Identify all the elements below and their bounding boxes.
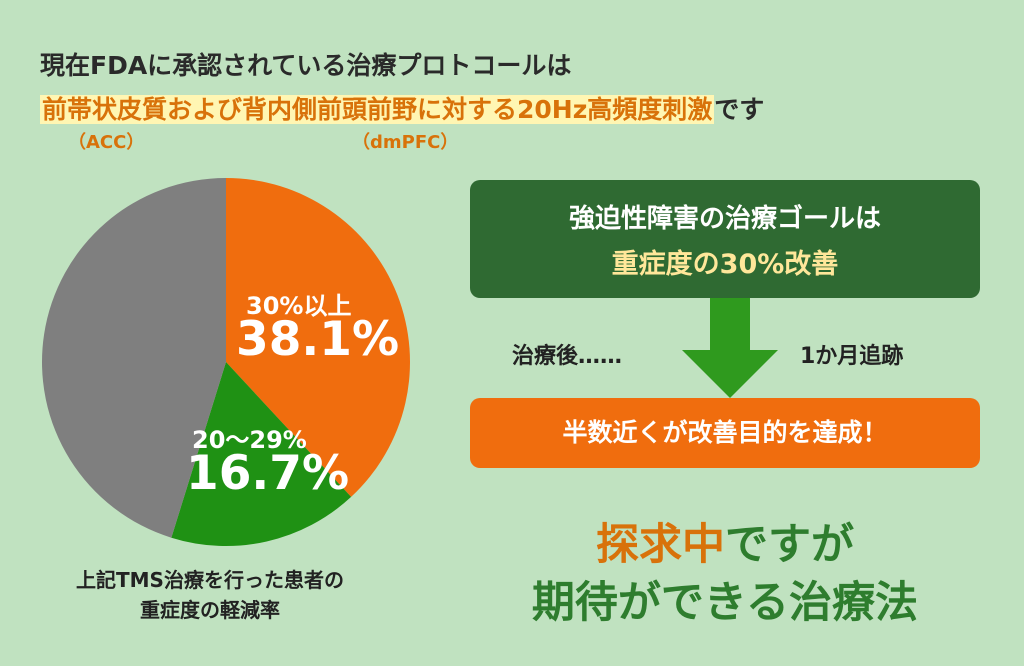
slice-label-20-29: 20〜29% <box>192 426 307 454</box>
heading-highlight: 前帯状皮質および背内側前頭前野に対する20Hz高頻度刺激 <box>40 95 715 124</box>
heading-tail: です <box>714 95 765 124</box>
goal-box: 強迫性障害の治療ゴールは 重症度の30%改善 <box>470 180 980 298</box>
result-box: 半数近くが改善目的を達成！ <box>470 398 980 468</box>
down-arrow-icon <box>682 298 778 398</box>
heading-line-2: 前帯状皮質および背内側前頭前野に対する20Hz高頻度刺激です <box>40 90 764 126</box>
pie-slice-20-29 <box>171 362 352 546</box>
after-treatment-label: 治療後…… <box>512 344 623 369</box>
caption-line-2: 重症度の軽減率 <box>140 598 280 622</box>
conclusion-line-1: 探求中ですが <box>470 510 980 572</box>
heading-line-1: 現在FDAに承認されている治療プロトコールは <box>40 51 572 80</box>
chart-caption: 上記TMS治療を行った患者の 重症度の軽減率 <box>40 565 380 625</box>
followup-label: 1か月追跡 <box>800 344 904 369</box>
conclusion-rest: ですが <box>725 520 854 570</box>
pie-chart <box>42 178 410 546</box>
pie-slice-30plus <box>226 178 410 497</box>
conclusion-highlight: 探求中 <box>596 520 725 570</box>
caption-line-1: 上記TMS治療を行った患者の <box>76 568 344 592</box>
slice-value-20-29: 16.7% <box>186 446 350 501</box>
goal-line-1: 強迫性障害の治療ゴールは <box>568 204 881 234</box>
conclusion-line-2: 期待ができる治療法 <box>531 578 919 628</box>
dmpfc-annotation: （dmPFC） <box>352 132 459 153</box>
pie-slice-other <box>42 178 226 538</box>
acc-annotation: （ACC） <box>68 132 145 153</box>
goal-line-2: 重症度の30%改善 <box>611 249 839 280</box>
slice-value-30plus: 38.1% <box>236 312 400 367</box>
slice-label-30plus: 30%以上 <box>246 292 352 320</box>
